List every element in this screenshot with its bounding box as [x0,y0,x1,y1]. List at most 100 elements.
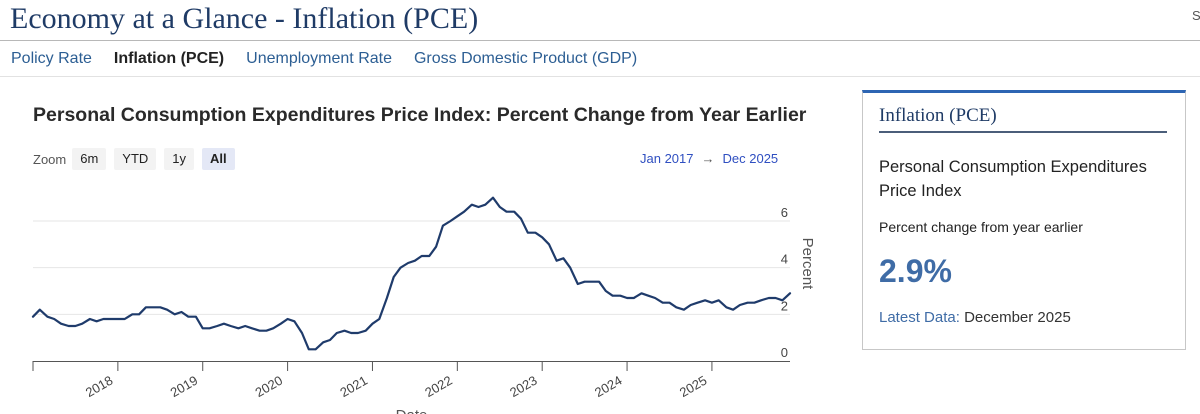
data-point[interactable] [413,259,417,263]
data-point[interactable] [385,296,389,300]
data-point[interactable] [625,296,629,300]
data-point[interactable] [88,317,92,321]
data-point[interactable] [576,282,580,286]
data-point[interactable] [724,305,728,309]
data-point[interactable] [780,298,784,302]
data-point[interactable] [746,301,750,305]
data-point[interactable] [561,256,565,260]
data-point[interactable] [505,210,509,214]
data-point[interactable] [717,298,721,302]
data-point[interactable] [441,224,445,228]
data-point[interactable] [653,296,657,300]
data-point[interactable] [455,214,459,218]
data-point[interactable] [250,326,254,330]
data-point[interactable] [123,317,127,321]
data-point[interactable] [243,324,247,328]
data-point[interactable] [328,338,332,342]
data-point[interactable] [788,291,792,295]
data-point[interactable] [279,322,283,326]
data-point[interactable] [555,259,559,263]
data-point[interactable] [483,203,487,207]
data-point[interactable] [674,305,678,309]
data-point[interactable] [462,210,466,214]
data-point[interactable] [526,231,530,235]
data-point[interactable] [752,301,756,305]
zoom-6m-button[interactable]: 6m [72,148,107,170]
data-point[interactable] [392,275,396,279]
data-point[interactable] [618,294,622,298]
data-point[interactable] [377,317,381,321]
data-point[interactable] [45,315,49,319]
data-point[interactable] [491,196,495,200]
data-point[interactable] [611,294,615,298]
data-point[interactable] [335,331,339,335]
data-point[interactable] [271,326,275,330]
data-point[interactable] [67,324,71,328]
zoom-ytd-button[interactable]: YTD [114,148,157,170]
data-point[interactable] [236,326,240,330]
data-point[interactable] [540,235,544,239]
data-point[interactable] [498,205,502,209]
data-point[interactable] [300,331,304,335]
data-point[interactable] [434,245,438,249]
zoom-1y-button[interactable]: 1y [164,148,195,170]
data-point[interactable] [632,296,636,300]
data-point[interactable] [349,331,353,335]
data-point[interactable] [80,322,84,326]
data-point[interactable] [519,217,523,221]
data-point[interactable] [222,322,226,326]
tab-inflation-pce[interactable]: Inflation (PCE) [113,50,225,67]
data-point[interactable] [449,219,453,223]
data-point[interactable] [152,305,156,309]
data-point[interactable] [597,280,601,284]
data-point[interactable] [356,331,360,335]
data-point[interactable] [31,315,35,319]
data-point[interactable] [533,231,537,235]
data-point[interactable] [73,324,77,328]
data-point[interactable] [477,205,481,209]
data-point[interactable] [52,317,56,321]
data-point[interactable] [639,291,643,295]
data-point[interactable] [130,312,134,316]
data-point[interactable] [180,310,184,314]
data-point[interactable] [774,296,778,300]
data-point[interactable] [165,308,169,312]
data-point[interactable] [759,298,763,302]
data-point[interactable] [201,326,205,330]
data-point[interactable] [229,324,233,328]
data-point[interactable] [364,329,368,333]
data-point[interactable] [370,322,374,326]
data-point[interactable] [321,340,325,344]
data-point[interactable] [258,329,262,333]
data-point[interactable] [695,301,699,305]
data-point[interactable] [137,312,141,316]
data-point[interactable] [307,347,311,351]
data-point[interactable] [682,308,686,312]
data-point[interactable] [215,324,219,328]
data-point[interactable] [208,326,212,330]
data-point[interactable] [144,305,148,309]
data-point[interactable] [568,266,572,270]
data-point[interactable] [589,280,593,284]
data-point[interactable] [59,322,63,326]
data-point[interactable] [767,296,771,300]
data-point[interactable] [427,254,431,258]
data-point[interactable] [710,301,714,305]
data-point[interactable] [512,210,516,214]
data-point[interactable] [186,315,190,319]
data-point[interactable] [292,319,296,323]
pce-line-chart[interactable]: 0 2 4 6 2018 2019 2020 2021 2022 2023 2024 2025 Perc… [0,180,830,414]
tab-gdp[interactable]: Gross Domestic Product (GDP) [413,50,638,67]
data-point[interactable] [194,315,198,319]
data-point[interactable] [342,329,346,333]
zoom-all-button[interactable]: All [202,148,235,170]
data-point[interactable] [689,303,693,307]
data-point[interactable] [173,312,177,316]
data-point[interactable] [547,242,551,246]
data-point[interactable] [101,317,105,321]
data-point[interactable] [264,329,268,333]
data-point[interactable] [314,347,318,351]
range-start-date[interactable]: Jan 2017 [640,151,694,166]
data-point[interactable] [604,289,608,293]
data-point[interactable] [661,301,665,305]
